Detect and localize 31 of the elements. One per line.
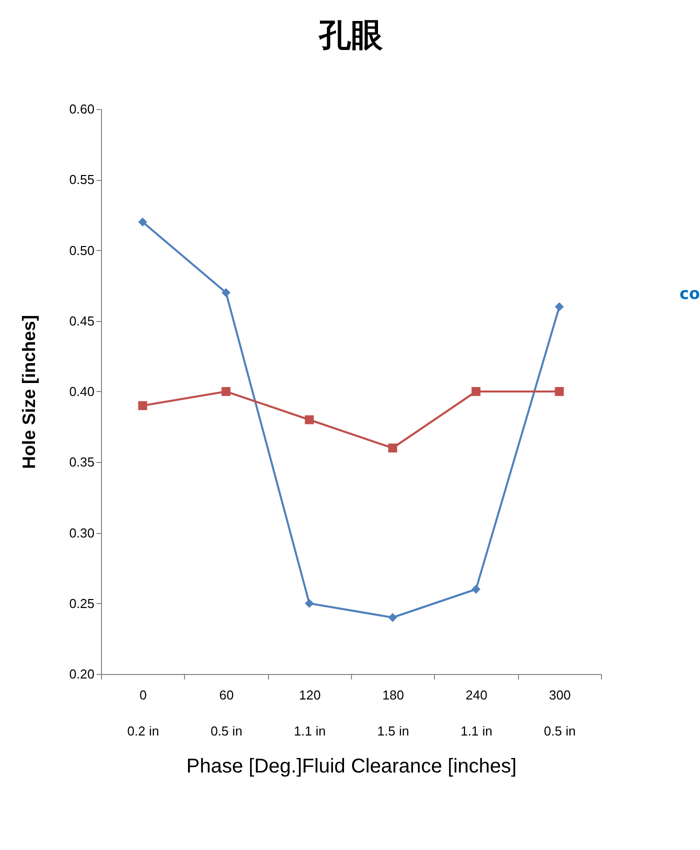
- point: [472, 584, 480, 594]
- point: [388, 444, 398, 452]
- point: [138, 218, 148, 226]
- y-tick-label: 0.35: [69, 454, 94, 470]
- x-axis-title: Phase [Deg.]Fluid Clearance [inches]: [186, 756, 517, 778]
- category-label: 180 1.5 in: [377, 688, 410, 738]
- y-tick-label: 0.60: [69, 102, 94, 116]
- point: [554, 302, 564, 312]
- y-tick-label: 0.50: [69, 242, 94, 258]
- y-tick-label: 0.30: [69, 525, 94, 540]
- y-tick-label: 0.45: [69, 313, 94, 328]
- category-label: 60 0.5 in: [210, 688, 242, 738]
- point: [472, 387, 480, 396]
- point: [222, 387, 230, 396]
- category-label: 300 0.5 in: [544, 688, 576, 738]
- note-text: co: [680, 284, 700, 303]
- y-tick-label: 0.40: [69, 384, 94, 399]
- y-tick-label: 0.55: [69, 172, 94, 188]
- category-label: 240 1.1 in: [460, 688, 492, 738]
- point: [304, 598, 314, 608]
- point: [388, 613, 398, 622]
- point: [304, 415, 314, 424]
- category-label: 120 1.1 in: [294, 688, 326, 738]
- point: [222, 288, 230, 298]
- category-label: 0 0.2 in: [127, 688, 160, 738]
- y-axis-title: Hole Size [inches]: [19, 314, 40, 470]
- point: [554, 387, 564, 396]
- chart-title: 孔眼: [318, 17, 383, 53]
- y-tick-label: 0.20: [69, 666, 94, 682]
- point: [138, 401, 148, 410]
- y-tick-label: 0.25: [69, 596, 94, 611]
